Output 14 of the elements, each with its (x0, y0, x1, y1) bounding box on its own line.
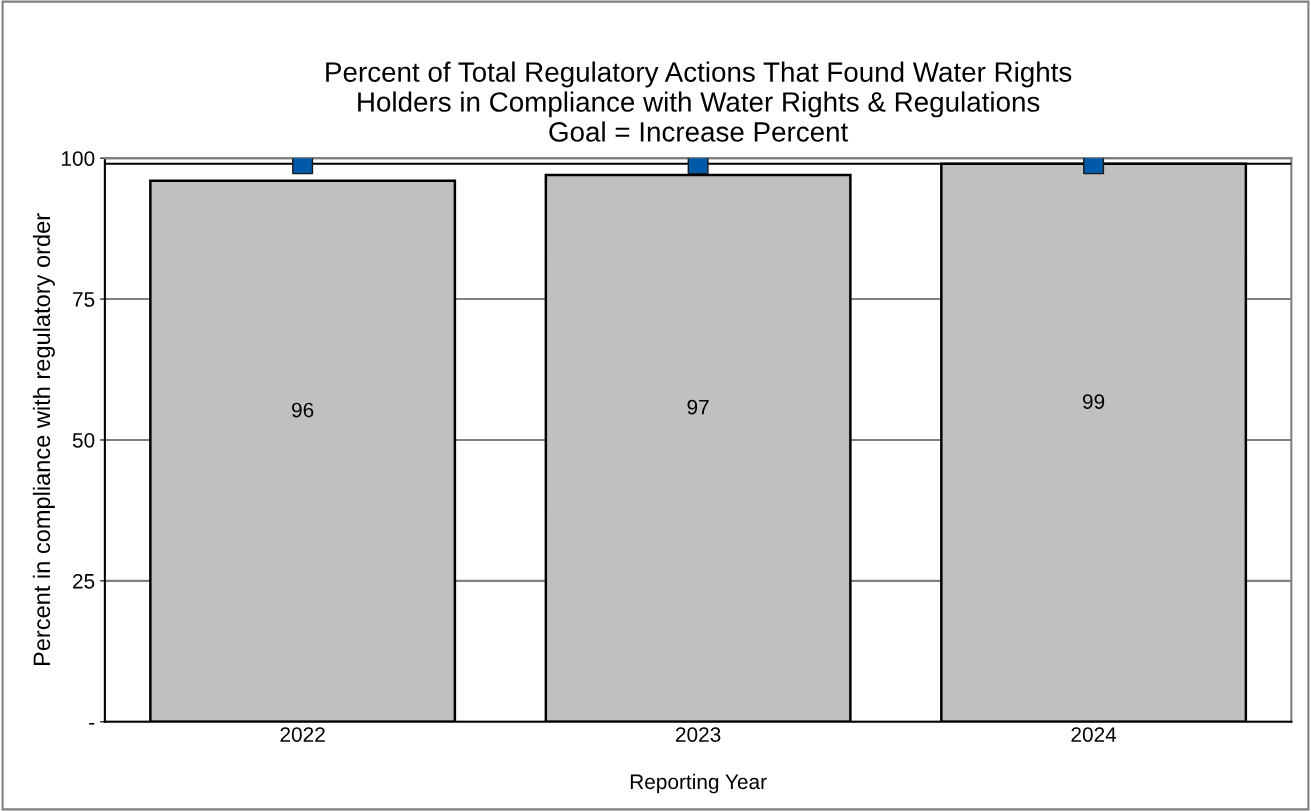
x-axis-title: Reporting Year (630, 773, 767, 794)
y-tick-label: 100 (61, 151, 95, 166)
x-tick-label: 2023 (675, 727, 721, 742)
data-label: 97 (687, 399, 709, 415)
x-tick-label: 2024 (1071, 727, 1117, 742)
y-axis-title: Percent in compliance with regulatory order (32, 213, 55, 666)
y-tick-label: 75 (73, 292, 95, 307)
x-tick-label: 2022 (280, 727, 325, 742)
y-tick-label: - (89, 722, 95, 725)
y-tick-label: 25 (73, 573, 95, 589)
y-tick-label: 50 (72, 432, 95, 448)
data-label: 99 (1082, 394, 1105, 409)
chart-title: Percent of Total Regulatory Actions That Found Water Rights Holders in Compliance with Water Rights & Regulations Goal = Increase Percent (326, 61, 1072, 142)
data-label: 96 (292, 402, 314, 418)
